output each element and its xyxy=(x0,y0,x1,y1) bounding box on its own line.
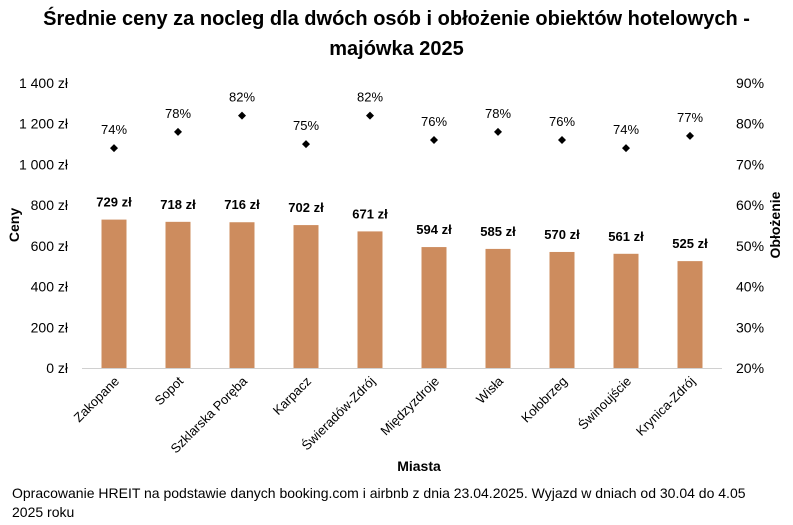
price-bar xyxy=(293,225,319,368)
category-label: Wisła xyxy=(473,373,507,407)
chart-title: Średnie ceny za nocleg dla dwóch osób i … xyxy=(0,4,793,64)
price-bar xyxy=(165,221,191,368)
chart-title-line-1: Średnie ceny za nocleg dla dwóch osób i … xyxy=(43,8,750,30)
occupancy-data-label: 76% xyxy=(549,114,575,129)
category-label: Świnoujście xyxy=(575,374,634,433)
y-tick-label: 400 zł xyxy=(31,279,69,295)
y-tick-label: 800 zł xyxy=(31,197,69,213)
price-data-label: 594 zł xyxy=(416,222,452,237)
occupancy-data-label: 82% xyxy=(229,90,255,105)
category-label: Zakopane xyxy=(71,374,122,425)
occupancy-marker xyxy=(238,111,246,120)
occupancy-marker xyxy=(110,144,118,153)
occupancy-marker xyxy=(622,144,630,153)
occupancy-marker xyxy=(302,140,310,149)
occupancy-data-label: 75% xyxy=(293,118,319,133)
price-data-label: 716 zł xyxy=(224,197,260,212)
source-note: Opracowanie HREIT na podstawie danych bo… xyxy=(12,484,782,522)
y2-tick-label: 20% xyxy=(736,360,764,376)
price-data-label: 702 zł xyxy=(288,200,324,215)
occupancy-marker xyxy=(174,127,182,136)
occupancy-marker xyxy=(558,136,566,144)
y2-axis-ticks: 20% 30% 40% 50% 60% 70% 80% 90% xyxy=(736,75,764,376)
price-data-label: 570 zł xyxy=(544,227,580,242)
occupancy-data-label: 78% xyxy=(485,106,511,121)
y2-tick-label: 60% xyxy=(736,197,764,213)
occupancy-data-label: 77% xyxy=(677,110,703,125)
price-bar xyxy=(421,247,447,368)
source-note-line-2: 2025 roku xyxy=(12,504,75,520)
price-bar xyxy=(485,248,511,368)
price-data-label: 585 zł xyxy=(480,224,516,239)
y-axis-title: Ceny xyxy=(6,208,22,242)
y2-tick-label: 80% xyxy=(736,116,764,132)
category-label: Międzyzdroje xyxy=(377,374,442,439)
y-tick-label: 1 400 zł xyxy=(19,75,69,91)
y2-tick-label: 70% xyxy=(736,156,764,172)
bar-data-labels: 729 zł 718 zł 716 zł 702 zł 671 zł 594 zł 585 … xyxy=(96,195,708,252)
bar-series xyxy=(101,219,703,368)
price-data-label: 729 zł xyxy=(96,195,132,210)
occupancy-marker xyxy=(430,136,438,144)
occupancy-marker xyxy=(494,127,502,136)
occupancy-data-label: 82% xyxy=(357,90,383,105)
price-bar xyxy=(101,219,127,368)
occupancy-data-labels: 74% 78% 82% 75% 82% 76% 78% 76% 74% 77% xyxy=(101,90,703,138)
y2-tick-label: 50% xyxy=(736,238,764,254)
x-axis-title: Miasta xyxy=(397,458,441,474)
occupancy-data-label: 74% xyxy=(613,122,639,137)
price-bar xyxy=(613,253,639,368)
price-data-label: 561 zł xyxy=(608,229,644,244)
occupancy-marker xyxy=(366,111,374,120)
source-note-line-1: Opracowanie HREIT na podstawie danych bo… xyxy=(12,485,746,501)
occupancy-marker xyxy=(686,131,694,140)
category-label: Karpacz xyxy=(270,374,314,418)
price-bar xyxy=(549,251,575,368)
category-label: Sopot xyxy=(151,373,186,408)
y-tick-label: 200 zł xyxy=(31,319,69,335)
occupancy-data-label: 76% xyxy=(421,114,447,129)
y-tick-label: 1 000 zł xyxy=(19,156,69,172)
price-bar xyxy=(677,261,703,368)
occupancy-series xyxy=(110,111,694,153)
occupancy-data-label: 74% xyxy=(101,122,127,137)
y2-tick-label: 90% xyxy=(736,75,764,91)
price-bar xyxy=(357,231,383,368)
price-data-label: 671 zł xyxy=(352,206,388,221)
y-axis-ticks: 0 zł 200 zł 400 zł 600 zł 800 zł 1 000 zł 1 20… xyxy=(19,75,69,376)
y2-tick-label: 40% xyxy=(736,279,764,295)
price-bar xyxy=(229,222,255,368)
category-label: Kołobrzeg xyxy=(518,374,570,426)
price-data-label: 718 zł xyxy=(160,197,196,212)
y2-tick-label: 30% xyxy=(736,319,764,335)
y-tick-label: 0 zł xyxy=(46,360,69,376)
category-label: Krynica-Zdrój xyxy=(633,373,698,438)
occupancy-data-label: 78% xyxy=(165,106,191,121)
chart-title-line-2: majówka 2025 xyxy=(329,38,464,60)
y-tick-label: 1 200 zł xyxy=(19,116,69,132)
y-tick-label: 600 zł xyxy=(31,238,69,254)
price-data-label: 525 zł xyxy=(672,236,708,251)
y2-axis-title: Obłożenie xyxy=(767,191,783,258)
